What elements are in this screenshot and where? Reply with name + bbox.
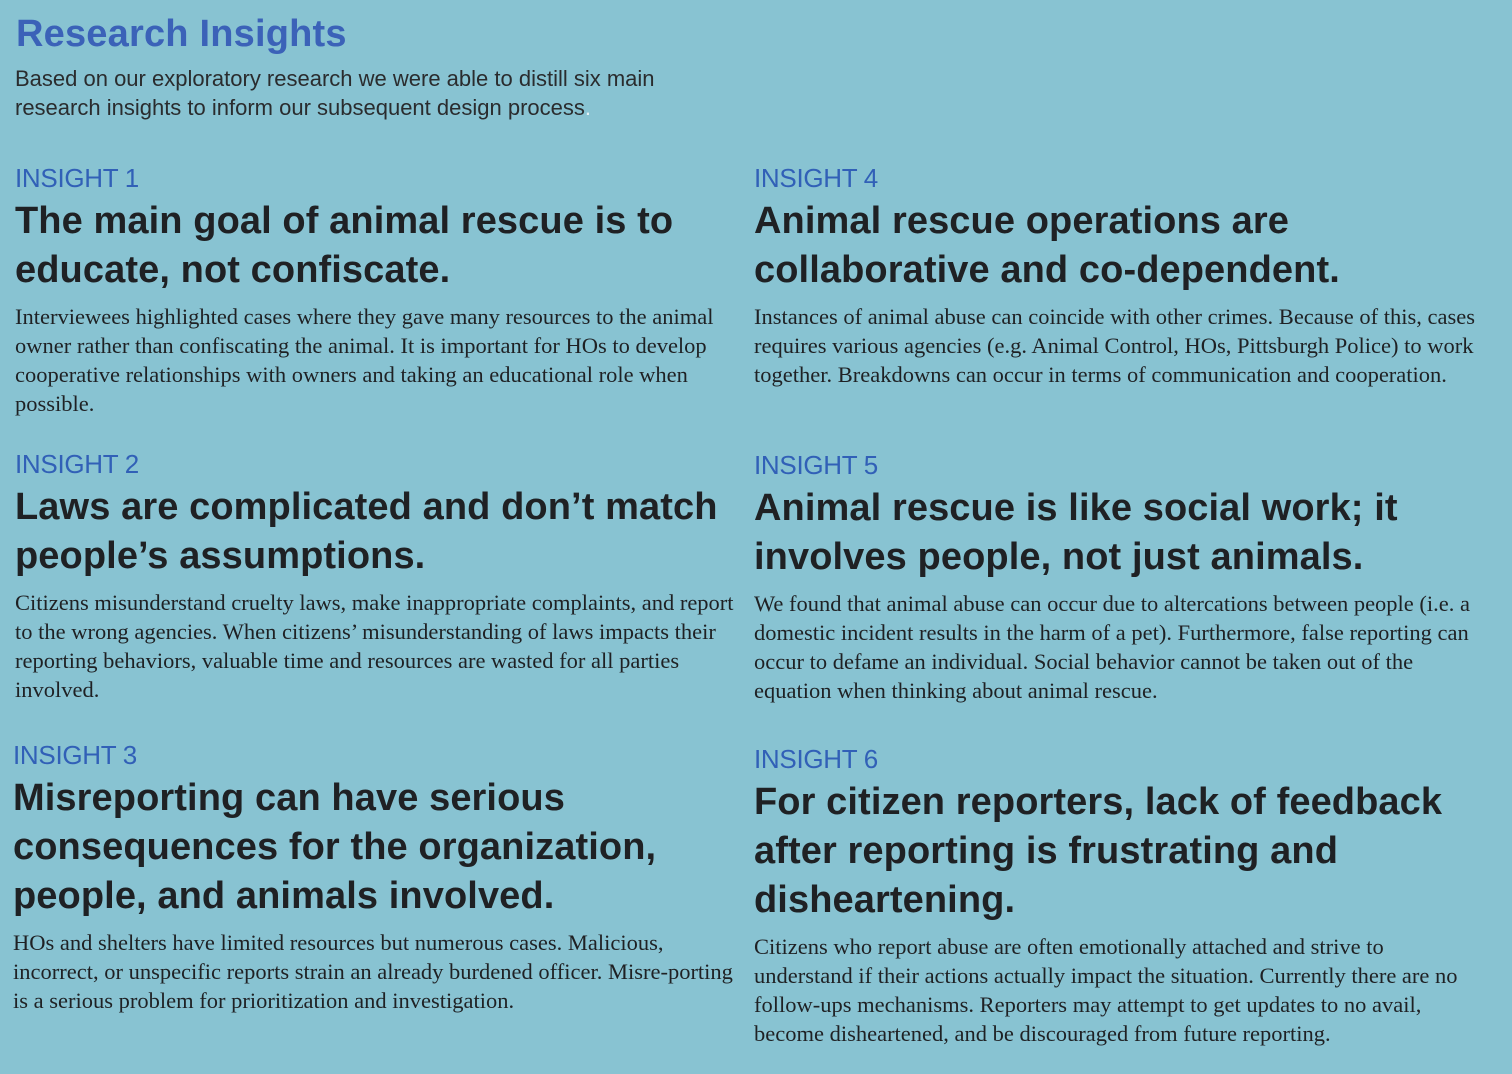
page-title: Research Insights (16, 13, 347, 55)
insight-label: INSIGHT 1 (15, 163, 139, 193)
insight-label: INSIGHT 2 (15, 449, 139, 479)
insight-heading: The main goal of animal rescue is to edu… (15, 200, 674, 291)
insight-body: Citizens misunderstand cruelty laws, mak… (15, 590, 734, 702)
insight-card-6: INSIGHT 6 For citizen reporters, lack of… (754, 744, 1484, 1048)
insight-label: INSIGHT 3 (13, 740, 137, 770)
page-intro-period: . (584, 95, 591, 120)
insight-heading: Animal rescue is like social work; it in… (754, 487, 1398, 578)
insight-heading: For citizen reporters, lack of feedback … (754, 781, 1443, 921)
insight-card-5: INSIGHT 5 Animal rescue is like social w… (754, 450, 1484, 705)
insight-label: INSIGHT 4 (754, 163, 878, 193)
insight-heading: Animal rescue operations are collaborati… (754, 200, 1340, 291)
page-intro: Based on our exploratory research we wer… (15, 64, 745, 122)
insight-label: INSIGHT 6 (754, 744, 878, 774)
insight-body: We found that animal abuse can occur due… (754, 591, 1471, 703)
page-intro-text: Based on our exploratory research we wer… (15, 66, 655, 120)
insight-card-4: INSIGHT 4 Animal rescue operations are c… (754, 163, 1484, 389)
insight-body: Citizens who report abuse are often emot… (754, 934, 1458, 1046)
insight-card-3: INSIGHT 3 Misreporting can have serious … (13, 740, 743, 1015)
insight-body: HOs and shelters have limited resources … (13, 930, 733, 1013)
insight-body: Interviewees highlighted cases where the… (15, 304, 714, 416)
insight-card-2: INSIGHT 2 Laws are complicated and don’t… (15, 449, 745, 704)
insight-heading: Misreporting can have serious consequenc… (13, 777, 657, 917)
insight-body: Instances of animal abuse can coincide w… (754, 304, 1475, 387)
insight-label: INSIGHT 5 (754, 450, 878, 480)
insight-card-1: INSIGHT 1 The main goal of animal rescue… (15, 163, 745, 418)
insight-heading: Laws are complicated and don’t match peo… (15, 486, 718, 577)
